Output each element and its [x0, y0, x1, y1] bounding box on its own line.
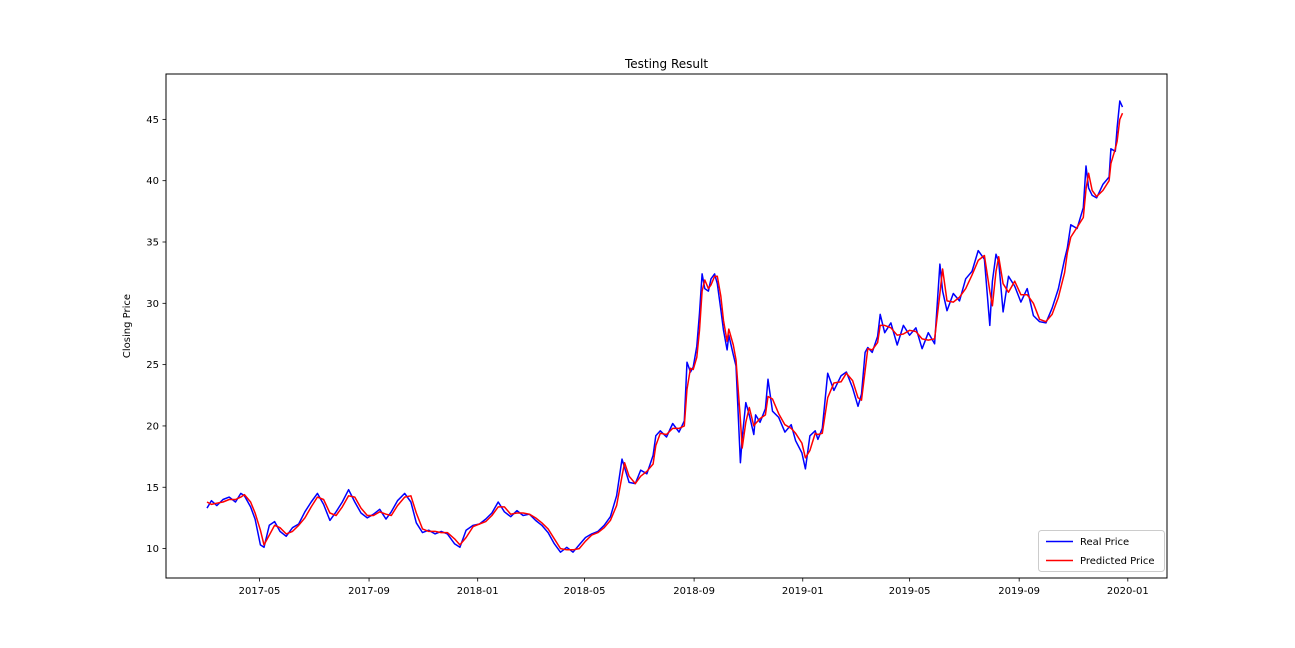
legend-label-real-price: Real Price: [1080, 537, 1129, 548]
real-price-line: [206, 100, 1124, 553]
axes: 2017-05 2017-09 2018-01 2018-05 2018-09 2019-…: [146, 73, 1168, 597]
chart-title: Testing Result: [624, 57, 708, 71]
y-tick-label: 35: [146, 238, 159, 249]
x-tick-label: 2018-01: [457, 586, 499, 597]
y-tick-label: 40: [146, 176, 159, 187]
x-tick-label: 2019-01: [782, 586, 824, 597]
legend: Real Price Predicted Price: [1038, 530, 1165, 572]
y-tick-label: 30: [146, 299, 159, 310]
y-tick-label: 10: [146, 544, 159, 555]
x-tick-label: 2020-01: [1107, 586, 1149, 597]
plot-border: [165, 73, 1168, 579]
x-tick-label: 2017-09: [348, 586, 390, 597]
x-tick-label: 2019-05: [889, 586, 931, 597]
y-tick-label: 20: [146, 421, 159, 432]
series-lines: [206, 100, 1124, 553]
y-tick-label: 45: [146, 115, 159, 126]
y-axis-label: Closing Price: [122, 294, 133, 358]
x-tick-label: 2018-05: [564, 586, 606, 597]
predicted-price-line: [206, 112, 1124, 551]
y-tick-label: 25: [146, 360, 159, 371]
x-tick-label: 2017-05: [239, 586, 281, 597]
legend-label-predicted-price: Predicted Price: [1080, 556, 1155, 567]
x-tick-label: 2019-09: [998, 586, 1040, 597]
y-tick-label: 15: [146, 483, 159, 494]
x-tick-label: 2018-09: [673, 586, 715, 597]
